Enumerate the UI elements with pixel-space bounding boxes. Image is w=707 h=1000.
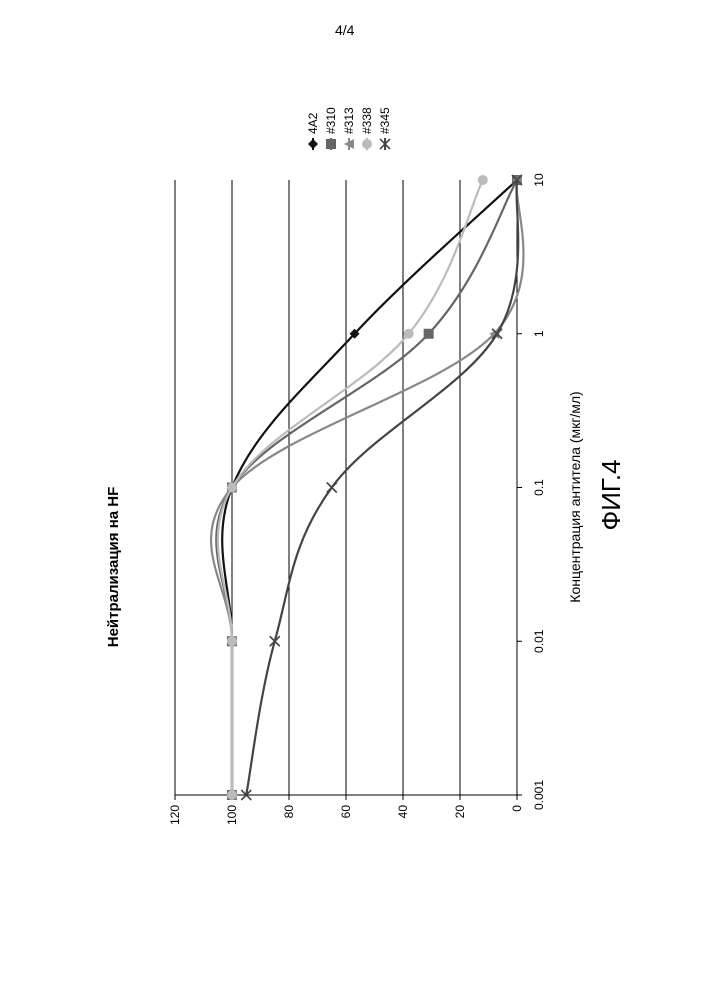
series-338: [218, 175, 488, 800]
series-310: [216, 175, 522, 800]
point: [404, 329, 414, 339]
series-345: [241, 175, 522, 800]
point: [308, 139, 318, 149]
chart-title: Нейтрализация на HF: [105, 487, 122, 648]
series-line: [218, 180, 483, 795]
legend-entry: 4A2: [306, 112, 320, 150]
x-tick-label: 0.001: [532, 780, 546, 810]
y-tick-label: 40: [396, 805, 410, 819]
x-tick-label: 10: [532, 173, 546, 187]
legend-entry: #313: [342, 107, 356, 150]
x-tick-label: 0.1: [532, 479, 546, 496]
figure-caption: ФИГ.4: [596, 459, 626, 530]
series-layer: [211, 175, 523, 800]
y-tick-label: 60: [339, 805, 353, 819]
x-axis-label: Концентрация антитела (мкг/мл): [567, 391, 583, 602]
y-tick-label: 80: [282, 805, 296, 819]
point: [227, 790, 237, 800]
point: [326, 139, 336, 149]
point: [362, 139, 372, 149]
series-line: [246, 180, 518, 795]
point: [227, 636, 237, 646]
legend: 4A2 #310 #313 #338 #345: [306, 107, 392, 150]
point: [327, 483, 337, 493]
y-tick-label: 120: [168, 805, 182, 825]
legend-label: #310: [324, 107, 338, 134]
series-line: [211, 180, 523, 795]
point: [424, 329, 434, 339]
text-layer: Нейтрализация на HF Концентрация антител…: [105, 391, 626, 647]
legend-entry: #338: [360, 107, 374, 150]
x-tick-label: 0.01: [532, 629, 546, 653]
legend-label: #338: [360, 107, 374, 134]
y-tick-label: 0: [510, 805, 524, 812]
legend-label: #345: [378, 107, 392, 134]
y-tick-label: 100: [225, 805, 239, 825]
point: [478, 175, 488, 185]
legend-label: #313: [342, 107, 356, 134]
x-tick-label: 1: [532, 330, 546, 337]
legend-entry: #310: [324, 107, 338, 150]
series-313: [211, 175, 523, 800]
y-tick-label: 20: [453, 805, 467, 819]
series-4A2: [222, 175, 522, 800]
legend-entry: #345: [378, 107, 392, 150]
legend-label: 4A2: [306, 112, 320, 134]
point: [227, 483, 237, 493]
